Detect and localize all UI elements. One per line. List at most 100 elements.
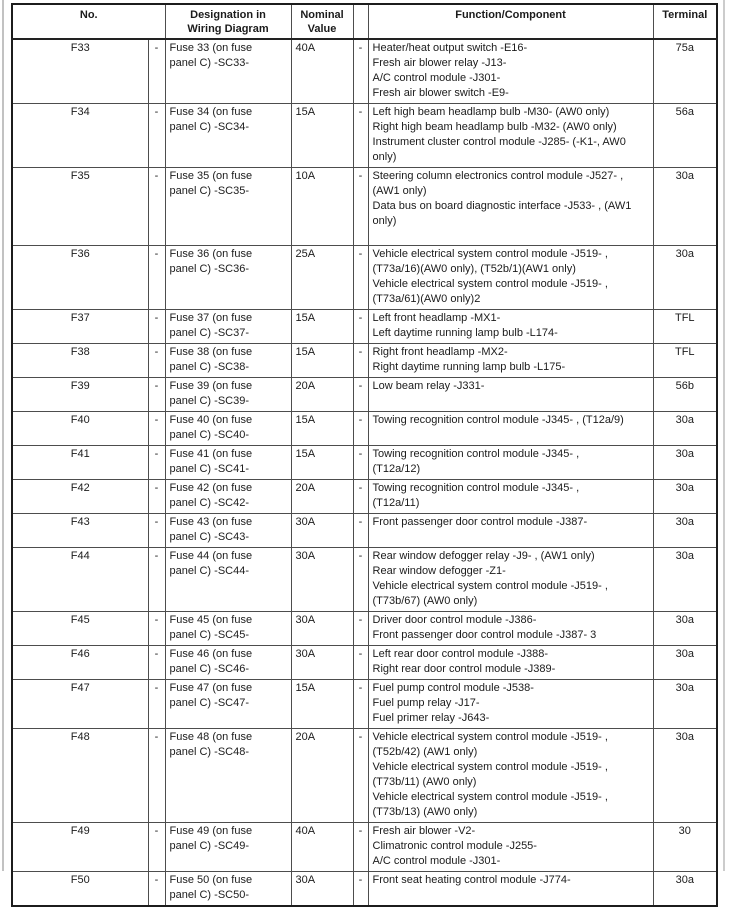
dash-separator: -	[352, 513, 369, 548]
table-row: F34- Fuse 34 (on fuse panel C) -SC34- 15A -…	[11, 103, 718, 168]
cell-designation: Fuse 48 (on fuse panel C) -SC48-	[164, 728, 292, 823]
header-terminal: Terminal	[652, 3, 718, 40]
cell-fuse-number: F46	[11, 645, 149, 680]
cell-designation: Fuse 42 (on fuse panel C) -SC42-	[164, 479, 292, 514]
cell-designation: Fuse 39 (on fuse panel C) -SC39-	[164, 377, 292, 412]
cell-nominal-value: 30A	[290, 871, 354, 907]
cell-fuse-number: F37	[11, 309, 149, 344]
dash-separator: -	[352, 377, 369, 412]
dash-separator: -	[147, 547, 166, 612]
cell-terminal: 56a	[652, 103, 718, 168]
cell-fuse-number: F49	[11, 822, 149, 872]
cell-function-component: Vehicle electrical system control module…	[367, 728, 654, 823]
cell-nominal-value: 15A	[290, 445, 354, 480]
fuse-table-container: No. Designation in Wiring Diagram Nomina…	[11, 3, 719, 907]
cell-nominal-value: 30A	[290, 513, 354, 548]
dash-separator: -	[147, 245, 166, 310]
table-header: No. Designation in Wiring Diagram Nomina…	[11, 3, 718, 40]
table-row: F46- Fuse 46 (on fuse panel C) -SC46- 30A -…	[11, 645, 718, 680]
table-row: F44- Fuse 44 (on fuse panel C) -SC44- 30A -…	[11, 547, 718, 612]
header-function-component: Function/Component	[367, 3, 654, 40]
dash-separator: -	[147, 411, 166, 446]
cell-fuse-number: F45	[11, 611, 149, 646]
table-row: F48- Fuse 48 (on fuse panel C) -SC48- 20A -…	[11, 728, 718, 823]
cell-nominal-value: 40A	[290, 38, 354, 104]
cell-designation: Fuse 45 (on fuse panel C) -SC45-	[164, 611, 292, 646]
cell-function-component: Left high beam headlamp bulb -M30- (AW0 …	[367, 103, 654, 168]
table-row: F38- Fuse 38 (on fuse panel C) -SC38- 15A -…	[11, 343, 718, 378]
table-row: F37- Fuse 37 (on fuse panel C) -SC37- 15A -…	[11, 309, 718, 344]
cell-fuse-number: F50	[11, 871, 149, 907]
dash-separator: -	[352, 309, 369, 344]
dash-separator: -	[147, 167, 166, 246]
table-row: F43- Fuse 43 (on fuse panel C) -SC43- 30A -…	[11, 513, 718, 548]
cell-terminal: TFL	[652, 309, 718, 344]
cell-terminal: 30a	[652, 479, 718, 514]
dash-separator: -	[352, 103, 369, 168]
cell-terminal: 30a	[652, 167, 718, 246]
dash-separator: -	[352, 343, 369, 378]
table-row: F36- Fuse 36 (on fuse panel C) -SC36- 25A -…	[11, 245, 718, 310]
header-nominal-value: Nominal Value	[290, 3, 354, 40]
dash-separator: -	[147, 377, 166, 412]
table-row: F49- Fuse 49 (on fuse panel C) -SC49- 40A -…	[11, 822, 718, 872]
cell-fuse-number: F33	[11, 38, 149, 104]
cell-function-component: Towing recognition control module -J345-…	[367, 411, 654, 446]
dash-separator: -	[147, 343, 166, 378]
cell-function-component: Steering column electronics control modu…	[367, 167, 654, 246]
cell-designation: Fuse 38 (on fuse panel C) -SC38-	[164, 343, 292, 378]
cell-designation: Fuse 43 (on fuse panel C) -SC43-	[164, 513, 292, 548]
cell-fuse-number: F42	[11, 479, 149, 514]
dash-separator: -	[147, 822, 166, 872]
cell-terminal: TFL	[652, 343, 718, 378]
cell-terminal: 30a	[652, 547, 718, 612]
cell-designation: Fuse 49 (on fuse panel C) -SC49-	[164, 822, 292, 872]
table-row: F40- Fuse 40 (on fuse panel C) -SC40- 15A -…	[11, 411, 718, 446]
dash-separator: -	[147, 871, 166, 907]
table-row: F47- Fuse 47 (on fuse panel C) -SC47- 15A -…	[11, 679, 718, 729]
dash-separator: -	[147, 645, 166, 680]
cell-function-component: Left rear door control module -J388- Rig…	[367, 645, 654, 680]
cell-nominal-value: 40A	[290, 822, 354, 872]
cell-function-component: Right front headlamp -MX2- Right daytime…	[367, 343, 654, 378]
cell-function-component: Front passenger door control module -J38…	[367, 513, 654, 548]
dash-separator: -	[352, 728, 369, 823]
cell-function-component: Low beam relay -J331-	[367, 377, 654, 412]
cell-designation: Fuse 33 (on fuse panel C) -SC33-	[164, 38, 292, 104]
cell-nominal-value: 30A	[290, 645, 354, 680]
scan-edge-left	[2, 0, 4, 871]
cell-terminal: 30a	[652, 871, 718, 907]
dash-separator: -	[352, 445, 369, 480]
cell-fuse-number: F34	[11, 103, 149, 168]
cell-function-component: Rear window defogger relay -J9- , (AW1 o…	[367, 547, 654, 612]
cell-terminal: 30a	[652, 611, 718, 646]
dash-separator: -	[147, 679, 166, 729]
cell-designation: Fuse 40 (on fuse panel C) -SC40-	[164, 411, 292, 446]
cell-designation: Fuse 47 (on fuse panel C) -SC47-	[164, 679, 292, 729]
header-designation: Designation in Wiring Diagram	[164, 3, 292, 40]
dash-separator: -	[147, 309, 166, 344]
cell-terminal: 30a	[652, 679, 718, 729]
cell-nominal-value: 25A	[290, 245, 354, 310]
cell-nominal-value: 30A	[290, 611, 354, 646]
cell-nominal-value: 20A	[290, 479, 354, 514]
cell-function-component: Heater/heat output switch -E16- Fresh ai…	[367, 38, 654, 104]
dash-separator: -	[352, 479, 369, 514]
cell-designation: Fuse 46 (on fuse panel C) -SC46-	[164, 645, 292, 680]
cell-designation: Fuse 35 (on fuse panel C) -SC35-	[164, 167, 292, 246]
cell-function-component: Driver door control module -J386- Front …	[367, 611, 654, 646]
dash-separator: -	[352, 38, 369, 104]
dash-separator: -	[352, 167, 369, 246]
header-spacer	[352, 3, 369, 40]
table-row: F35- Fuse 35 (on fuse panel C) -SC35- 10A -…	[11, 167, 718, 246]
header-row: No. Designation in Wiring Diagram Nomina…	[11, 3, 718, 40]
cell-nominal-value: 15A	[290, 309, 354, 344]
dash-separator: -	[147, 728, 166, 823]
cell-terminal: 30	[652, 822, 718, 872]
dash-separator: -	[352, 547, 369, 612]
cell-fuse-number: F43	[11, 513, 149, 548]
cell-function-component: Towing recognition control module -J345-…	[367, 445, 654, 480]
scan-edge-right	[723, 0, 725, 871]
cell-terminal: 30a	[652, 245, 718, 310]
cell-nominal-value: 15A	[290, 679, 354, 729]
